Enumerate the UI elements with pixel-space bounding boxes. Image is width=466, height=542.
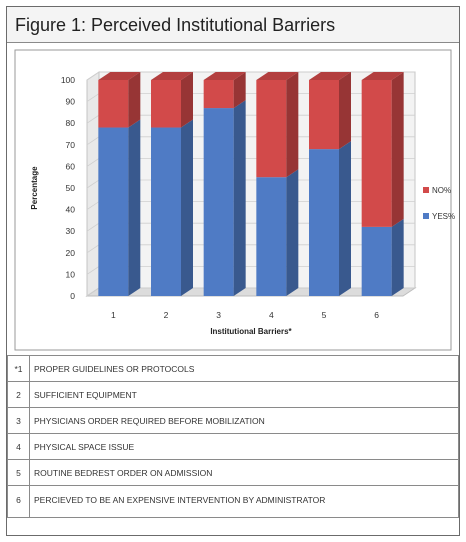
bar-segment-side <box>233 72 246 109</box>
bar-segment <box>98 127 129 297</box>
y-tick-label: 30 <box>66 226 76 236</box>
legend-swatch <box>423 187 429 193</box>
bar-segment <box>203 80 234 109</box>
x-axis-label: Institutional Barriers* <box>210 327 292 336</box>
barrier-number: 3 <box>7 407 30 434</box>
barrier-number: 5 <box>7 459 30 486</box>
y-tick-label: 20 <box>66 248 76 258</box>
barrier-description: SUFFICIENT EQUIPMENT <box>29 381 459 408</box>
bar-segment-top <box>98 72 141 80</box>
x-tick-label: 6 <box>374 310 379 320</box>
barrier-number: 4 <box>7 433 30 460</box>
bar-segment-side <box>181 72 193 128</box>
legend-label: NO% <box>432 186 451 195</box>
bar-segment <box>309 149 339 296</box>
bar-segment-top <box>361 72 404 80</box>
bar-segment-side <box>181 119 193 297</box>
x-tick-label: 2 <box>164 310 169 320</box>
legend-label: YES% <box>432 212 455 221</box>
barrier-description: PHYSICAL SPACE ISSUE <box>29 433 459 460</box>
bar-segment-side <box>391 218 404 296</box>
bar-segment-top <box>203 72 246 80</box>
y-tick-label: 70 <box>66 140 76 150</box>
x-tick-label: 3 <box>216 310 221 320</box>
bar-segment <box>309 80 339 150</box>
x-tick-label: 5 <box>322 310 327 320</box>
figure-frame: Figure 1: Perceived Institutional Barrie… <box>6 6 460 536</box>
stacked-bar-chart: 0 10 20 30 40 50 60 70 80 90 100 Percentage 1 2 3 4 5 6 In… <box>14 49 455 351</box>
bar-segment <box>98 80 129 128</box>
table-row: *1 PROPER GUIDELINES OR PROTOCOLS <box>7 355 459 382</box>
bar-segment <box>256 177 287 296</box>
y-tick-label: 90 <box>66 97 76 107</box>
table-row: 4 PHYSICAL SPACE ISSUE <box>7 433 459 460</box>
bar-segment <box>361 226 392 296</box>
table-row: 5 ROUTINE BEDREST ORDER ON ADMISSION <box>7 459 459 486</box>
bar-segment <box>151 80 181 128</box>
y-tick-label: 60 <box>66 161 76 171</box>
bar-segment-side <box>339 72 351 150</box>
barrier-description: PERCIEVED TO BE AN EXPENSIVE INTERVENTIO… <box>29 485 459 518</box>
y-tick-label: 0 <box>70 291 75 301</box>
barrier-key-table: *1 PROPER GUIDELINES OR PROTOCOLS 2 SUFF… <box>7 355 459 518</box>
x-tick-label: 1 <box>111 310 116 320</box>
barrier-description: PROPER GUIDELINES OR PROTOCOLS <box>29 355 459 382</box>
barrier-number: *1 <box>7 355 30 382</box>
y-tick-label: 80 <box>66 118 76 128</box>
bar-segment-side <box>339 141 351 296</box>
barrier-number: 6 <box>7 485 30 518</box>
y-tick-label: 50 <box>66 183 76 193</box>
figure-title: Figure 1: Perceived Institutional Barrie… <box>7 7 459 43</box>
chart-area: 0 10 20 30 40 50 60 70 80 90 100 Percentage 1 2 3 4 5 6 In… <box>7 44 459 357</box>
bar-segment <box>256 80 287 178</box>
bar-segment <box>203 108 234 296</box>
table-row: 2 SUFFICIENT EQUIPMENT <box>7 381 459 408</box>
bar-segment-top <box>256 72 299 80</box>
bar-segment <box>151 127 181 297</box>
bar-segment-side <box>128 72 141 128</box>
bar-segment-top <box>309 72 351 80</box>
barrier-description: PHYSICIANS ORDER REQUIRED BEFORE MOBILIZ… <box>29 407 459 434</box>
y-tick-label: 10 <box>66 269 76 279</box>
bar-segment <box>361 80 392 227</box>
table-row: 6 PERCIEVED TO BE AN EXPENSIVE INTERVENT… <box>7 485 459 518</box>
bar-segment-side <box>128 119 141 297</box>
bar-segment-top <box>151 72 193 80</box>
legend-swatch <box>423 213 429 219</box>
y-tick-label: 40 <box>66 205 76 215</box>
bar-segment-side <box>286 169 299 296</box>
barrier-description: ROUTINE BEDREST ORDER ON ADMISSION <box>29 459 459 486</box>
x-tick-label: 4 <box>269 310 274 320</box>
barrier-number: 2 <box>7 381 30 408</box>
bar-segment-side <box>286 72 299 178</box>
y-tick-label: 100 <box>61 75 75 85</box>
bar-segment-side <box>233 100 246 296</box>
y-axis-label: Percentage <box>30 166 39 210</box>
bar-segment-side <box>391 72 404 227</box>
gridline <box>86 71 415 81</box>
table-row: 3 PHYSICIANS ORDER REQUIRED BEFORE MOBIL… <box>7 407 459 434</box>
